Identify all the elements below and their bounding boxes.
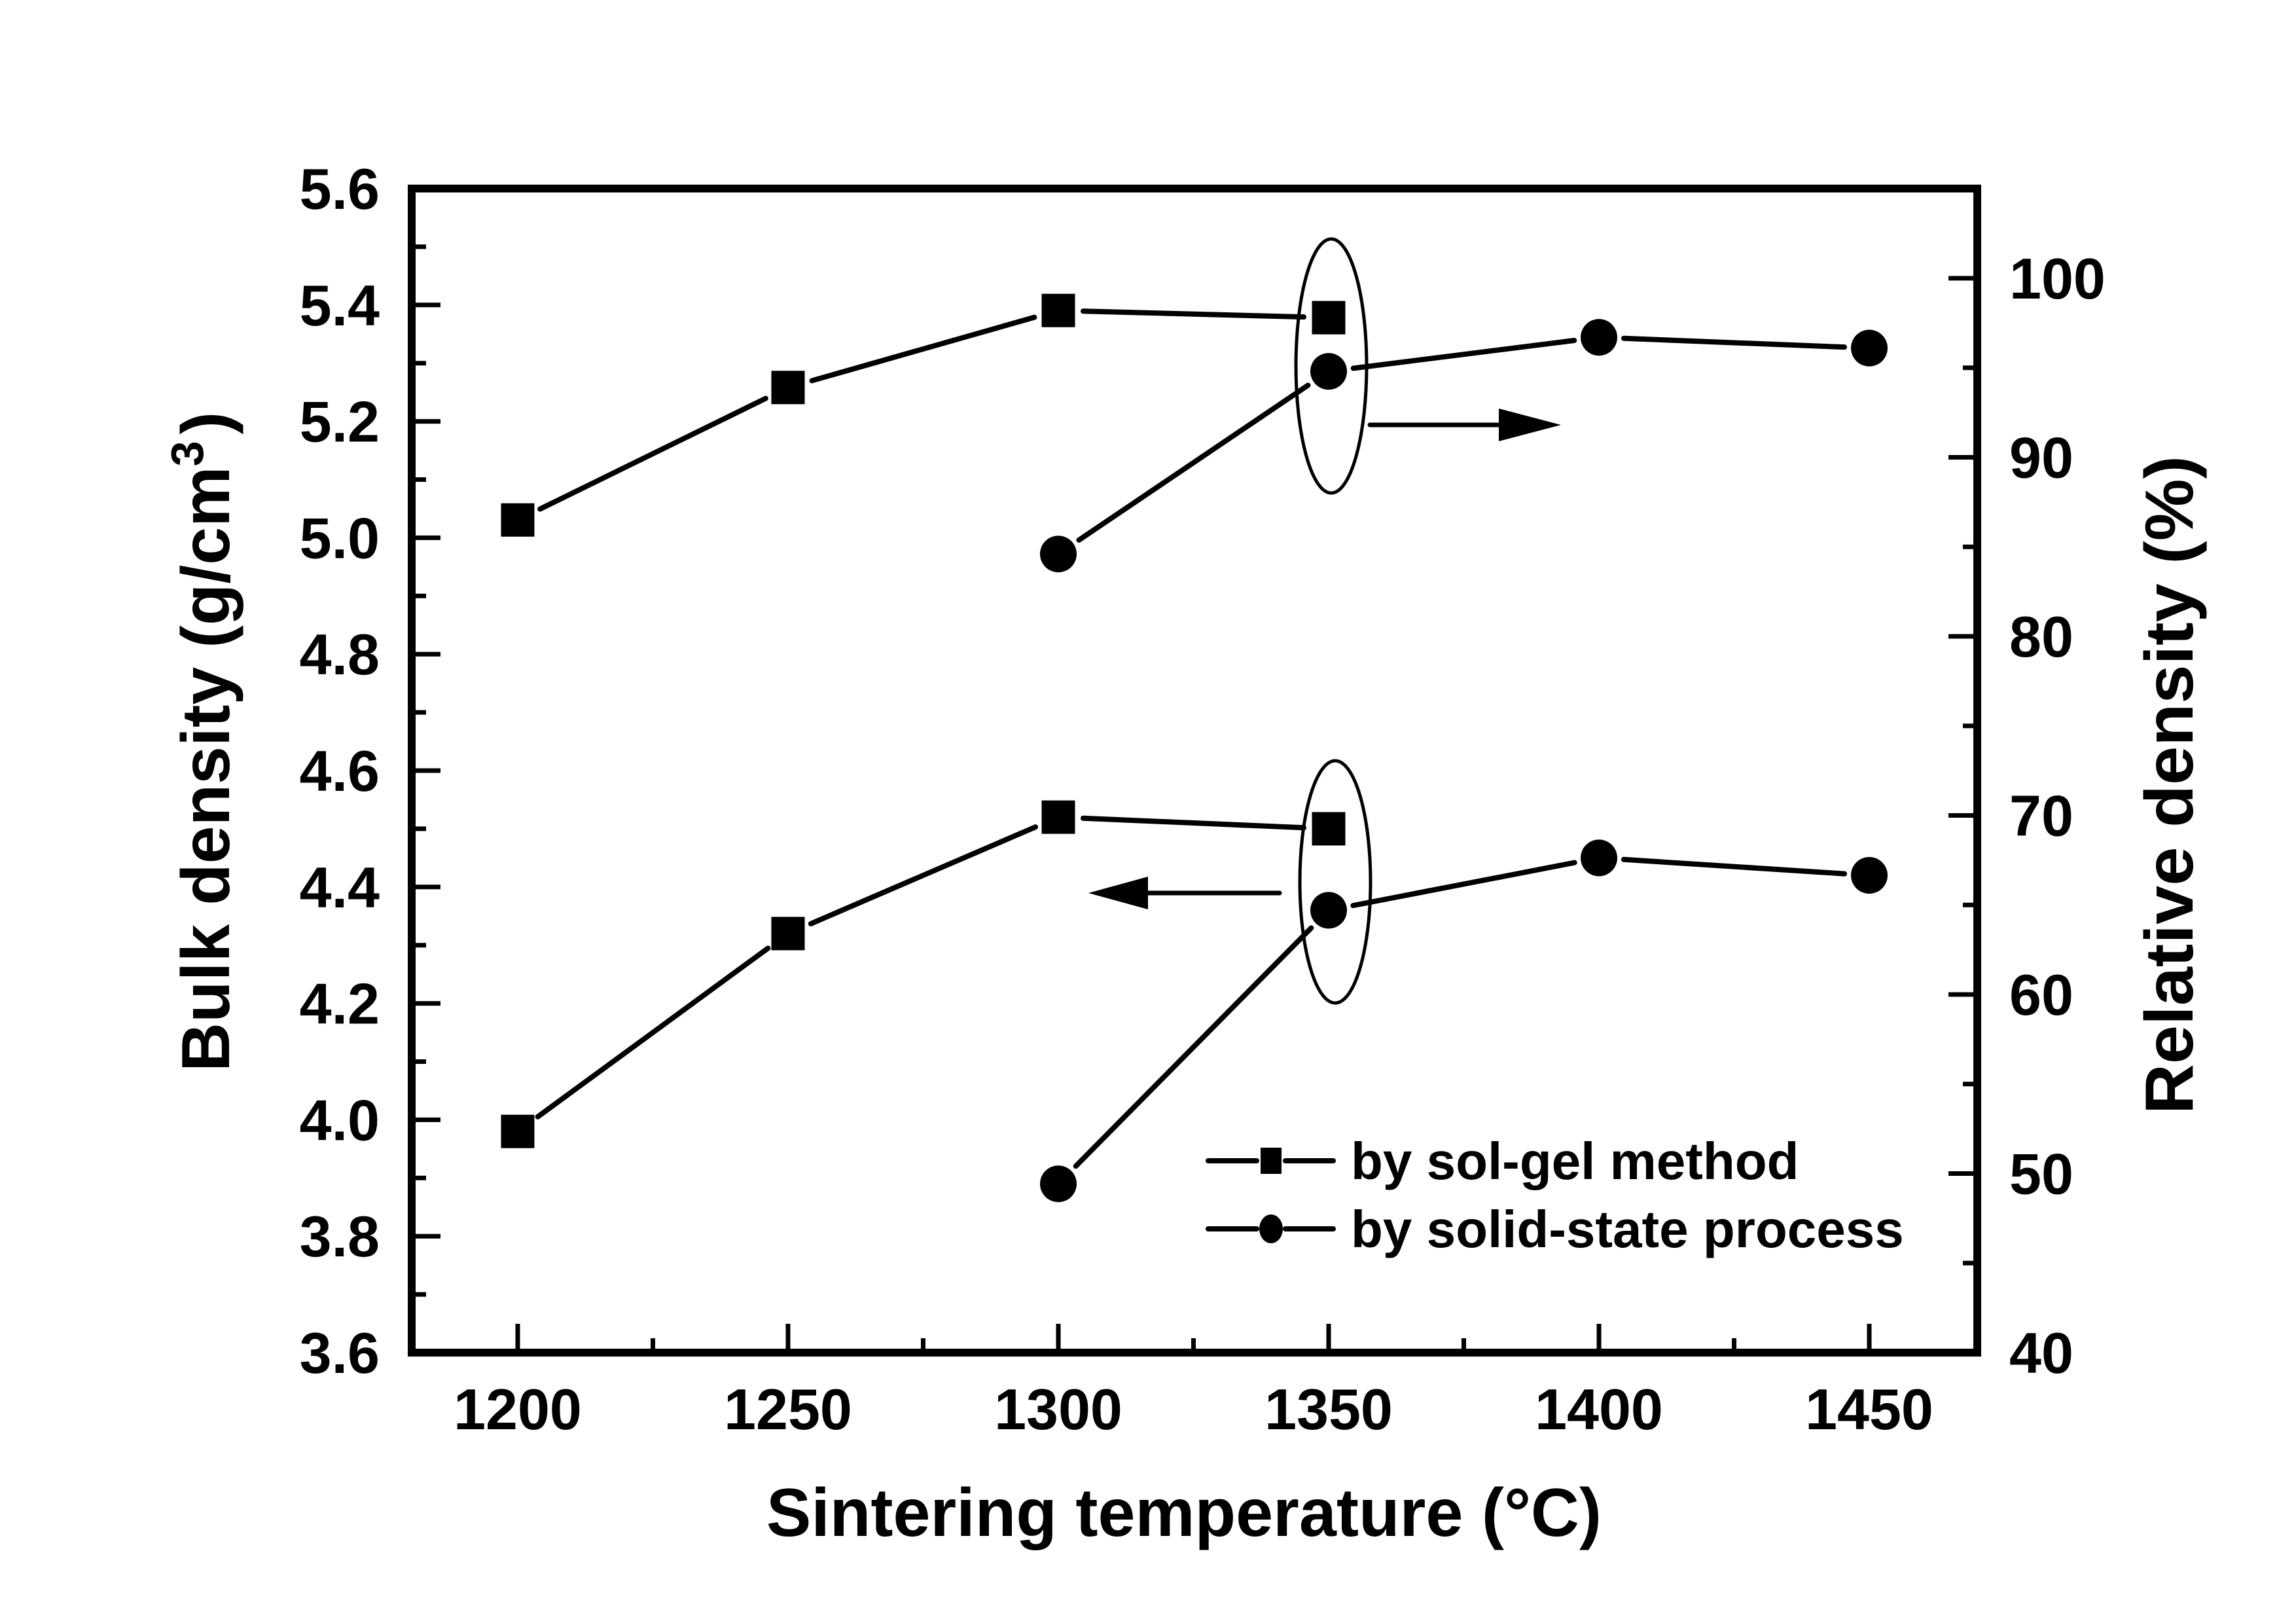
series-line-segment xyxy=(808,824,1039,926)
y-left-tick-label: 5.6 xyxy=(300,156,380,221)
series-line-segment xyxy=(1350,860,1577,909)
series-line-segment xyxy=(535,945,771,1120)
x-tick-label: 1400 xyxy=(1535,1377,1663,1442)
series-line-segment xyxy=(1080,815,1307,831)
data-point-circle xyxy=(1581,319,1617,356)
x-tick-labels: 1200 1250 1300 1350 1400 1450 xyxy=(454,1377,1933,1442)
series-line-segment xyxy=(1076,382,1311,543)
x-tick-label: 1450 xyxy=(1805,1377,1933,1442)
y-right-tick-label: 60 xyxy=(2009,962,2073,1027)
y-left-axis-title-main: Bulk density (g/cm xyxy=(168,466,244,1072)
series-line-segment xyxy=(1621,856,1848,877)
data-point-square xyxy=(771,917,805,951)
legend-item-solid-state: by solid-state process xyxy=(1206,1200,1904,1258)
legend-item-sol-gel: by sol-gel method xyxy=(1206,1132,1799,1190)
series-square-left xyxy=(501,800,1346,1148)
legend-label: by sol-gel method xyxy=(1351,1132,1799,1190)
y-right-tick-label: 50 xyxy=(2009,1142,2073,1207)
y-left-tick-label: 4.2 xyxy=(300,972,380,1036)
data-point-square xyxy=(501,1114,535,1148)
legend-label: by solid-state process xyxy=(1351,1200,1904,1258)
y-left-tick-label: 5.0 xyxy=(300,505,380,570)
series-circle-right xyxy=(1040,319,1888,573)
data-point-square xyxy=(501,503,535,537)
series-line-segment xyxy=(1080,308,1307,320)
series-layer xyxy=(501,293,1888,1203)
x-tick-label: 1200 xyxy=(454,1377,582,1442)
y-right-tick-label: 80 xyxy=(2009,604,2073,669)
x-tick-label: 1300 xyxy=(994,1377,1122,1442)
y-left-tick-label: 3.6 xyxy=(300,1321,380,1385)
annotation-ellipse-lower xyxy=(1298,759,1372,1005)
y-left-tick-label: 3.8 xyxy=(300,1204,380,1269)
data-point-square xyxy=(1041,293,1075,327)
y-left-tick-label: 4.8 xyxy=(300,622,380,687)
plot-frame xyxy=(408,185,1981,1357)
y-right-tick-labels: 40 50 60 70 80 90 100 xyxy=(2009,246,2106,1385)
y-right-axis-title: Relative density (%) xyxy=(2132,456,2208,1114)
right-arrow-icon xyxy=(1499,409,1561,441)
x-tick-label: 1250 xyxy=(724,1377,852,1442)
x-axis-title: Sintering temperature (°C) xyxy=(766,1475,1602,1551)
y-right-tick-label: 70 xyxy=(2009,784,2073,848)
y-left-tick-label: 5.2 xyxy=(300,390,380,454)
y-left-tick-label: 4.6 xyxy=(300,739,380,803)
annotation-ellipse-upper xyxy=(1294,237,1369,495)
y-left-tick-label: 4.4 xyxy=(300,855,380,920)
y-left-axis-title-sup: 3 xyxy=(162,441,213,466)
y-right-tick-label: 40 xyxy=(2009,1321,2073,1385)
data-point-circle xyxy=(1851,857,1888,894)
left-arrow-icon xyxy=(1088,877,1148,909)
legend-circle-marker xyxy=(1259,1214,1283,1243)
series-circle-left xyxy=(1040,839,1888,1203)
y-right-tick-label: 100 xyxy=(2009,246,2106,311)
data-point-circle xyxy=(1040,1165,1077,1203)
y-left-tick-label: 4.0 xyxy=(300,1087,380,1152)
series-line-segment xyxy=(809,314,1037,384)
series-line-segment xyxy=(1621,335,1848,350)
series-line-segment xyxy=(1350,337,1577,371)
data-point-square xyxy=(1041,800,1075,834)
series-line-segment xyxy=(1073,925,1314,1169)
y-left-axis-title: Bulk density (g/cm3) xyxy=(162,412,244,1072)
legend-square-marker xyxy=(1261,1148,1282,1174)
data-point-circle xyxy=(1851,329,1888,367)
data-point-circle xyxy=(1581,839,1617,877)
series-square-right xyxy=(501,293,1346,537)
x-tick-label: 1350 xyxy=(1265,1377,1393,1442)
data-point-circle xyxy=(1310,892,1347,929)
data-point-circle xyxy=(1040,536,1077,573)
data-point-circle xyxy=(1310,353,1347,390)
y-left-tick-labels: 3.6 3.8 4.0 4.2 4.4 4.6 4.8 5.0 5.2 5.4 5.6 xyxy=(300,156,380,1385)
y-left-tick-label: 5.4 xyxy=(300,273,380,338)
data-point-square xyxy=(771,371,805,405)
y-right-tick-label: 90 xyxy=(2009,426,2073,490)
data-point-square xyxy=(1312,301,1346,335)
series-line-segment xyxy=(537,395,768,512)
annotations xyxy=(1088,237,1561,1005)
legend: by sol-gel method by solid-state process xyxy=(1206,1132,1904,1258)
y-left-axis-title-close: ) xyxy=(168,412,244,435)
data-point-square xyxy=(1312,812,1346,846)
